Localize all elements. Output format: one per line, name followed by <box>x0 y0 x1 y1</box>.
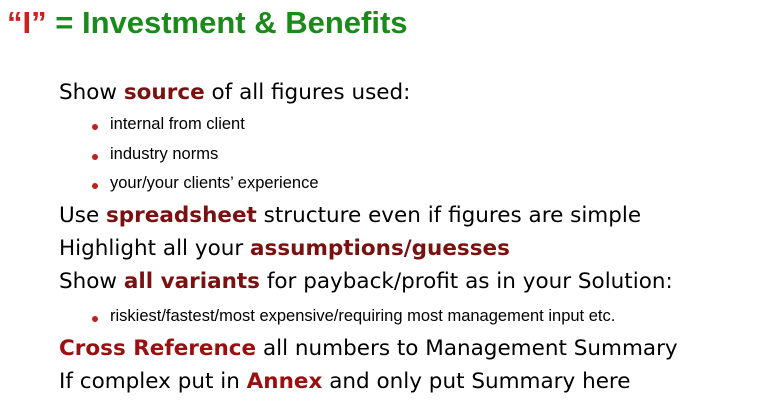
bullet-icon <box>92 315 98 322</box>
line-assumptions: Highlight all your assumptions/guesses <box>59 236 510 261</box>
line-cross-reference: Cross Reference all numbers to Managemen… <box>59 336 678 361</box>
sub-item-source-2: industry norms <box>92 143 218 165</box>
sub-item-variants-1: riskiest/fastest/most expensive/requirin… <box>92 305 615 327</box>
line-variants: Show all variants for payback/profit as … <box>59 269 673 294</box>
line-spreadsheet: Use spreadsheet structure even if figure… <box>59 203 642 228</box>
bullet-icon <box>92 153 98 160</box>
line-source: Show source of all figures used: <box>59 80 411 105</box>
line-annex: If complex put in Annex and only put Sum… <box>59 369 631 394</box>
bullet-icon <box>92 123 98 130</box>
sub-item-source-3: your/your clients’ experience <box>92 172 319 194</box>
title-letter: “I” <box>7 5 47 40</box>
title-text: = Investment & Benefits <box>46 5 408 40</box>
sub-item-source-1: internal from client <box>92 113 245 135</box>
bullet-icon <box>92 182 98 189</box>
slide-title: “I” = Investment & Benefits <box>7 3 408 43</box>
